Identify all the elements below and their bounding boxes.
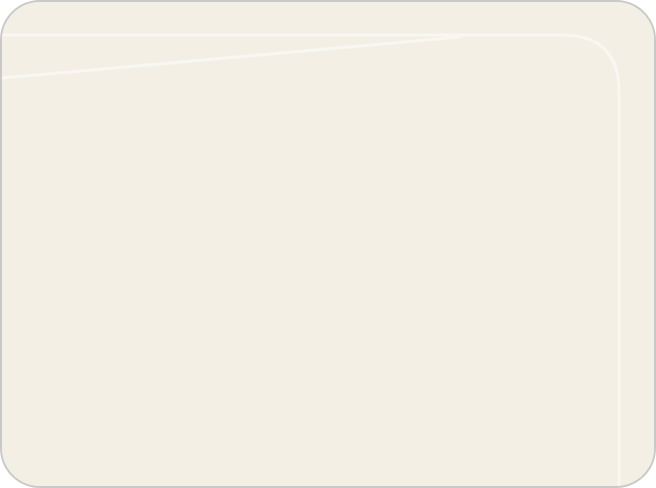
diagonal-glare-line (2, 35, 462, 80)
inner-highlight-border (2, 33, 621, 486)
